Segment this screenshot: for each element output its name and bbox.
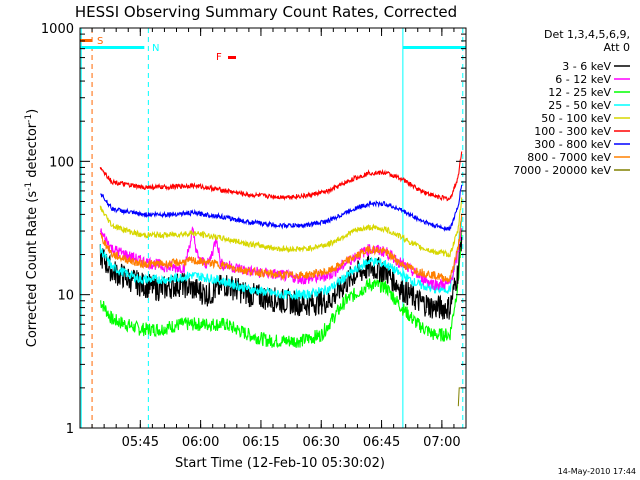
plot-frame xyxy=(79,27,467,429)
marker-label-s: S xyxy=(97,36,103,47)
chart-title: HESSI Observing Summary Count Rates, Cor… xyxy=(75,3,457,21)
x-tick-label-3: 06:30 xyxy=(303,435,340,450)
y-label-part1: Corrected Count Rate (s xyxy=(25,191,40,348)
y-tick-label-2: 100 xyxy=(49,155,74,170)
y-label-sup1: -1 xyxy=(24,182,34,191)
legend-header-line1: Det 1,3,4,5,6,9, xyxy=(544,28,630,41)
series-line-5 xyxy=(99,151,463,202)
night-bar-1 xyxy=(80,46,145,49)
x-tick-label-4: 06:45 xyxy=(363,435,400,450)
legend-label-5: 100 - 300 keV xyxy=(534,125,611,138)
legend-label-8: 7000 - 20000 keV xyxy=(513,164,611,177)
legend-label-7: 800 - 7000 keV xyxy=(527,151,611,164)
legend-label-2: 12 - 25 keV xyxy=(548,86,611,99)
x-axis-label: Start Time (12-Feb-10 05:30:02) xyxy=(175,456,385,471)
series-line-4 xyxy=(99,197,463,258)
series-line-7 xyxy=(99,213,463,283)
x-tick-label-5: 07:00 xyxy=(423,435,460,450)
night-bar-2 xyxy=(402,46,466,49)
marker-label-f: F xyxy=(216,52,222,63)
y-tick-label-1: 10 xyxy=(57,289,74,304)
legend-label-4: 50 - 100 keV xyxy=(541,112,611,125)
y-label-sup2: -1 xyxy=(24,114,34,123)
y-label-part2: detector xyxy=(25,122,40,182)
series-line-3 xyxy=(99,216,463,301)
legend-label-1: 6 - 12 keV xyxy=(555,73,611,86)
series-line-6 xyxy=(100,184,463,232)
x-tick-label-1: 06:00 xyxy=(182,435,219,450)
legend-label-6: 300 - 800 keV xyxy=(534,138,611,151)
x-tick-label-0: 05:45 xyxy=(122,435,159,450)
marker-label-n: N xyxy=(152,43,159,54)
y-tick-label-3: 1000 xyxy=(41,22,74,37)
x-axis: 05:45 06:00 06:15 06:30 06:45 07:00 xyxy=(91,28,467,450)
chart-marks: S N F xyxy=(80,28,466,428)
saa-bar xyxy=(80,39,92,42)
x-tick-label-2: 06:15 xyxy=(242,435,279,450)
y-tick-label-0: 1 xyxy=(66,422,74,437)
y-label-part3: ) xyxy=(25,109,40,114)
legend-header-line2: Att 0 xyxy=(604,41,630,54)
series-line-0 xyxy=(99,236,463,320)
footer-date: 14-May-2010 17:44 xyxy=(558,467,636,476)
y-axis-label: Corrected Count Rate (s-1 detector-1) xyxy=(24,109,40,347)
series-line-2 xyxy=(99,228,463,349)
legend-label-3: 25 - 50 keV xyxy=(548,99,611,112)
series-line-8 xyxy=(457,387,462,407)
flare-bar xyxy=(228,56,236,59)
y-axis: 1 10 100 1000 xyxy=(41,22,466,437)
legend-label-0: 3 - 6 keV xyxy=(562,60,611,73)
